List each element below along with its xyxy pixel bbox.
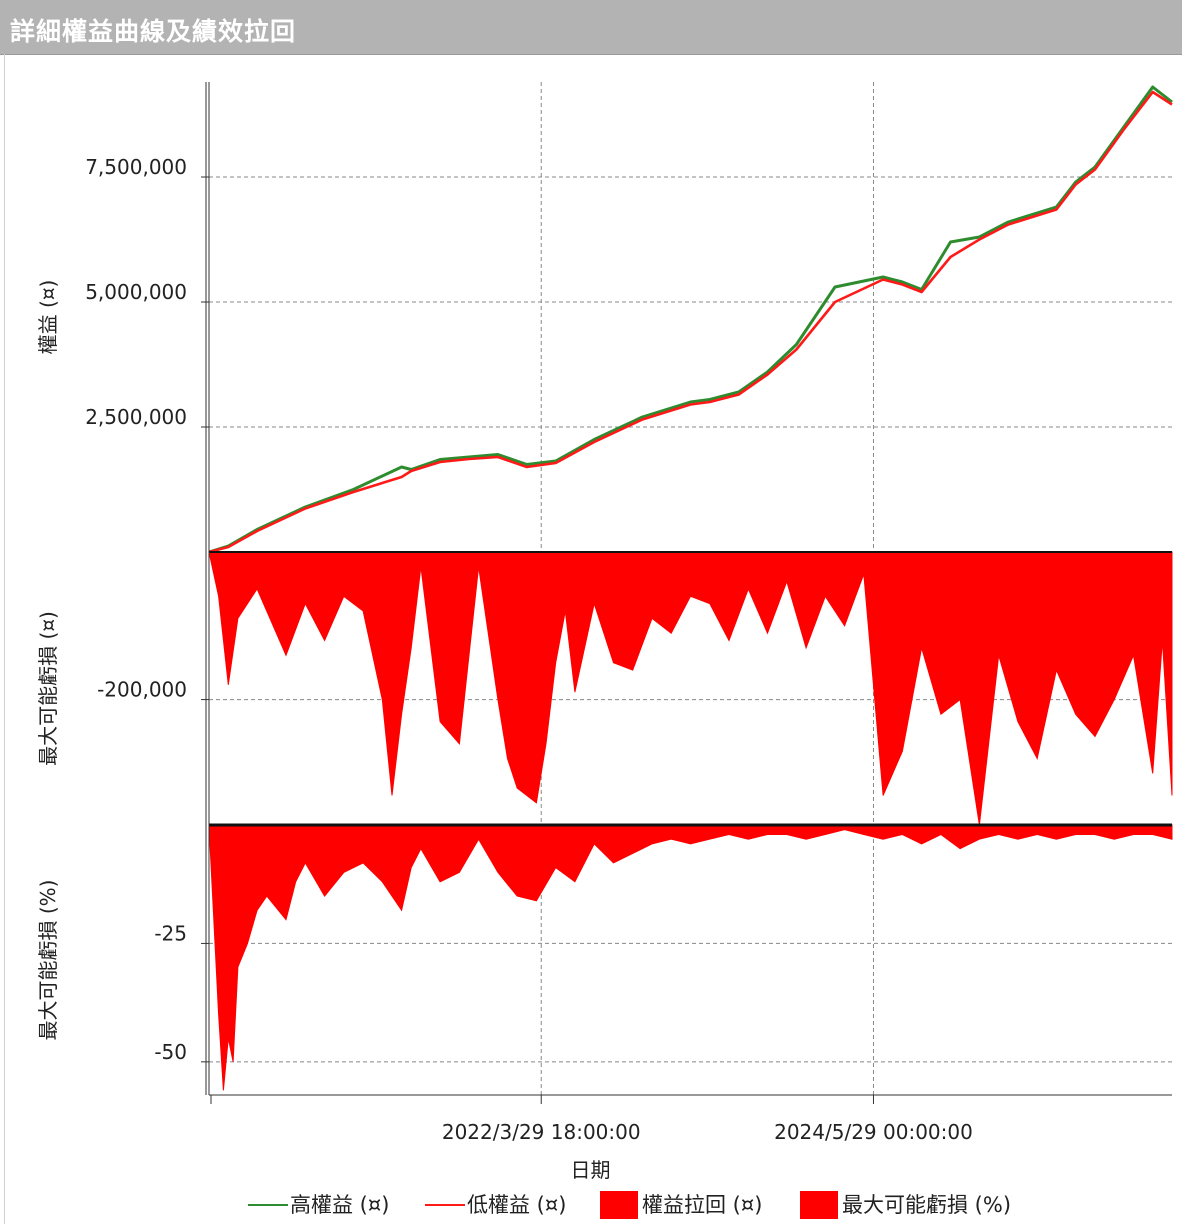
y-axis-label: 權益 (¤) — [36, 280, 60, 355]
y-tick-label: -25 — [154, 921, 187, 945]
equity-drawdown-area — [208, 551, 1173, 826]
x-tick-label: 2022/3/29 18:00:00 — [442, 1120, 641, 1144]
y-tick-label: -50 — [154, 1040, 187, 1064]
y-tick-label: 5,000,000 — [85, 280, 187, 304]
drawdown-value-panel: -200,000 最大可能虧損 (¤) — [36, 551, 1173, 826]
x-axis-label: 日期 — [571, 1158, 611, 1182]
y-tick-label: -200,000 — [97, 678, 187, 702]
drawdown-percent-panel: -25 -50 最大可能虧損 (%) — [36, 823, 1173, 1095]
equity-panel: 7,500,000 5,000,000 2,500,000 權益 (¤) — [36, 82, 1173, 554]
legend-item-label: 高權益 (¤) — [290, 1193, 389, 1217]
max-loss-percent-area — [208, 824, 1173, 1091]
x-axis: 2022/3/29 18:00:00 2024/5/29 00:00:00 日期 — [209, 1094, 1172, 1182]
y-tick-label: 7,500,000 — [85, 155, 187, 179]
legend-item-label: 低權益 (¤) — [467, 1193, 566, 1217]
title-bar: 詳細權益曲線及績效拉回 — [0, 0, 1182, 55]
legend-drawdown-swatch — [600, 1191, 638, 1219]
y-tick-label: 2,500,000 — [85, 405, 187, 429]
chart-legend: 高權益 (¤) 低權益 (¤) 權益拉回 (¤) 最大可能虧損 (%) — [248, 1191, 1011, 1219]
x-tick-label: 2024/5/29 00:00:00 — [774, 1120, 973, 1144]
high-equity-line — [208, 85, 1173, 554]
y-axis-label: 最大可能虧損 (%) — [36, 880, 60, 1041]
y-axis-label: 最大可能虧損 (¤) — [36, 611, 60, 766]
legend-item-label: 最大可能虧損 (%) — [842, 1193, 1011, 1217]
window-title: 詳細權益曲線及績效拉回 — [10, 17, 297, 46]
legend-item-label: 權益拉回 (¤) — [642, 1193, 762, 1217]
low-equity-line — [208, 90, 1173, 554]
legend-max-loss-swatch — [800, 1191, 838, 1219]
frame-border — [4, 54, 5, 1224]
